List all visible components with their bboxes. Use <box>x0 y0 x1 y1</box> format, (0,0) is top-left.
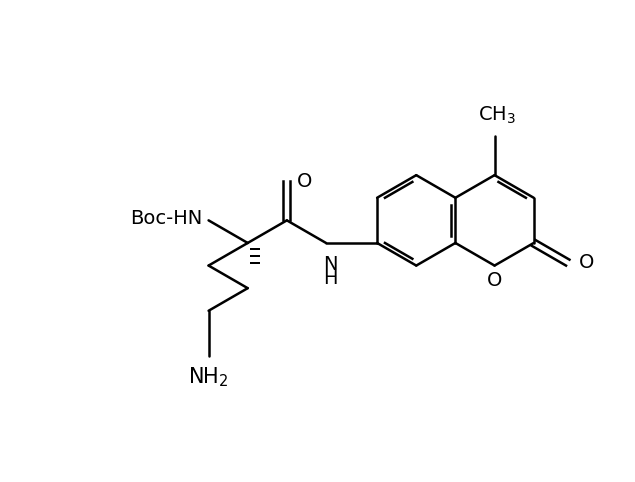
Text: NH$_2$: NH$_2$ <box>188 366 229 389</box>
Text: O: O <box>578 253 594 272</box>
Text: H: H <box>323 269 337 289</box>
Text: O: O <box>297 172 312 190</box>
Text: CH$_3$: CH$_3$ <box>478 105 516 126</box>
Text: N: N <box>323 255 337 274</box>
Text: Boc-HN: Boc-HN <box>130 209 203 228</box>
Text: O: O <box>487 271 502 291</box>
